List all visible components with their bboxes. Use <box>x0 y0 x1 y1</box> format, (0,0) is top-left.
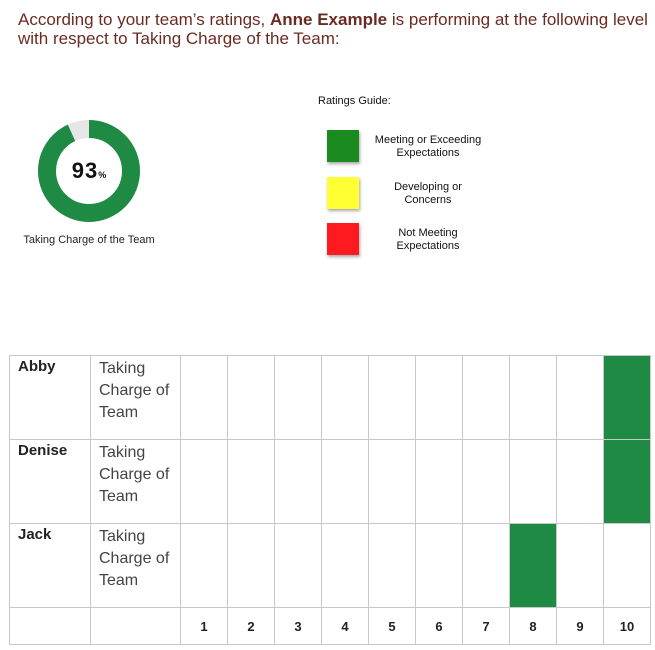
score-cell <box>368 439 416 524</box>
table-row: Abby Taking Charge of Team <box>9 355 651 440</box>
score-cell <box>227 523 275 608</box>
score-cell <box>556 523 604 608</box>
score-cell <box>603 523 651 608</box>
competency-label: Taking Charge of Team <box>90 355 181 440</box>
score-cell <box>556 355 604 440</box>
guide-label-not-meeting: Not Meeting Expectations <box>396 227 460 252</box>
scale-tick-label: 5 <box>368 607 416 645</box>
ratings-guide-title: Ratings Guide: <box>318 95 391 107</box>
score-cell <box>321 523 369 608</box>
empty-cell <box>9 607 91 645</box>
swatch-developing <box>327 177 359 209</box>
scale-tick-label: 6 <box>415 607 463 645</box>
swatch-not-meeting <box>327 223 359 255</box>
score-cell <box>321 439 369 524</box>
rater-name: Denise <box>9 439 91 524</box>
score-cell <box>274 523 322 608</box>
score-marker <box>603 355 651 440</box>
scale-tick-label: 7 <box>462 607 510 645</box>
table-row: Jack Taking Charge of Team <box>9 523 651 608</box>
score-marker <box>603 439 651 524</box>
intro-prefix: According to your team’s ratings, <box>18 10 270 29</box>
donut-caption: Taking Charge of the Team <box>23 234 155 246</box>
scale-tick-label: 4 <box>321 607 369 645</box>
guide-label-developing: Developing or Concerns <box>394 181 462 206</box>
employee-name: Anne Example <box>269 10 388 29</box>
table-row: Denise Taking Charge of Team <box>9 439 651 524</box>
score-cell <box>462 439 510 524</box>
score-cell <box>180 523 228 608</box>
competency-label: Taking Charge of Team <box>90 439 181 524</box>
score-cell <box>462 523 510 608</box>
score-cell <box>415 439 463 524</box>
score-marker <box>509 523 557 608</box>
empty-cell <box>90 607 181 645</box>
donut-chart-graphic <box>38 120 140 222</box>
donut-progress-arc <box>38 120 140 222</box>
scale-row: 1 2 3 4 5 6 7 8 9 10 <box>9 607 651 645</box>
score-cell <box>415 355 463 440</box>
score-cell <box>227 355 275 440</box>
rater-name: Jack <box>9 523 91 608</box>
score-cell <box>368 355 416 440</box>
score-cell <box>415 523 463 608</box>
intro-suffix: is performing at the following level wit… <box>18 10 648 48</box>
competency-label: Taking Charge of Team <box>90 523 181 608</box>
scale-tick-label: 2 <box>227 607 275 645</box>
score-donut: 93% <box>36 118 142 224</box>
ratings-table: Abby Taking Charge of Team Denise Taking Ch… <box>9 355 651 645</box>
score-cell <box>509 439 557 524</box>
donut-value: 93% <box>36 118 142 224</box>
swatch-meeting-expectations <box>327 130 359 162</box>
donut-percent-number: 93 <box>71 158 99 183</box>
score-cell <box>368 523 416 608</box>
guide-label-meeting-expectations: Meeting or Exceeding Expectations <box>374 134 482 159</box>
score-cell <box>462 355 510 440</box>
scale-tick-label: 1 <box>180 607 228 645</box>
donut-percent-sign: % <box>98 170 107 180</box>
scale-tick-label: 3 <box>274 607 322 645</box>
rater-name: Abby <box>9 355 91 440</box>
scale-tick-label: 10 <box>603 607 651 645</box>
score-cell <box>509 355 557 440</box>
scale-tick-label: 8 <box>509 607 557 645</box>
score-cell <box>227 439 275 524</box>
score-cell <box>180 355 228 440</box>
score-cell <box>321 355 369 440</box>
score-cell <box>180 439 228 524</box>
score-cell <box>556 439 604 524</box>
scale-tick-label: 9 <box>556 607 604 645</box>
score-cell <box>274 355 322 440</box>
score-cell <box>274 439 322 524</box>
intro-statement: According to your team’s ratings, Anne E… <box>18 10 648 48</box>
